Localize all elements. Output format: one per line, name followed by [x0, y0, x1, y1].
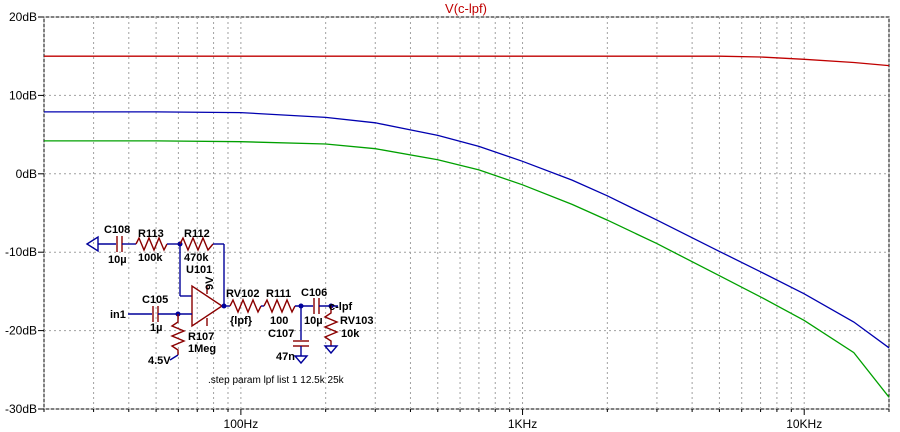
label-bias: 4.5V — [148, 355, 171, 367]
label-r107: R107 — [188, 331, 214, 343]
label-c108-value: 10µ — [108, 254, 127, 266]
label-rv102: RV102 — [226, 288, 259, 300]
y-tick-label: 10dB — [9, 88, 37, 102]
opamp-u101 — [191, 284, 224, 328]
series-line-1 — [44, 55, 890, 67]
plot-frame — [43, 16, 890, 410]
schematic: C108 10µ R113 100k R112 470k U101 9V C10… — [85, 224, 373, 386]
x-tick-label: 10KHz — [786, 417, 822, 431]
resistor-r113 — [135, 236, 168, 252]
y-tick-label: -10dB — [5, 245, 37, 259]
y-tick-label: -20dB — [5, 324, 37, 338]
ground-symbol — [323, 345, 339, 355]
label-supply: 9V — [204, 276, 216, 290]
y-tick-label: 0dB — [16, 167, 37, 181]
label-r111-value: 100 — [270, 315, 288, 327]
y-tick-label: 20dB — [9, 10, 37, 24]
label-u101: U101 — [186, 264, 212, 276]
label-rv103-value: 10k — [341, 328, 360, 340]
label-c107: C107 — [268, 328, 294, 340]
label-c108: C108 — [104, 224, 130, 236]
label-c105-value: 1µ — [150, 322, 162, 334]
x-tick-label: 100Hz — [224, 417, 259, 431]
label-c107-value: 47n — [276, 351, 295, 363]
label-c106-value: 10µ — [304, 315, 323, 327]
axis-ticks: 20dB 10dB 0dB -10dB -20dB -30dB 100Hz 1KHz 10KHz — [5, 10, 890, 431]
resistor-rv102 — [229, 298, 262, 314]
wire — [169, 354, 179, 361]
resistor-rv103 — [323, 306, 339, 346]
label-rv102-value: {lpf} — [230, 315, 253, 327]
ground-symbol — [293, 355, 309, 365]
resistor-r107 — [170, 314, 186, 355]
series-line-3 — [44, 140, 890, 398]
label-r113-value: 100k — [138, 252, 163, 264]
label-output: c-lpf — [329, 301, 353, 313]
x-tick-label: 1KHz — [508, 417, 537, 431]
series-line-2 — [44, 111, 890, 349]
grid — [43, 16, 890, 410]
resistor-r111 — [263, 298, 296, 314]
label-r112-value: 470k — [184, 252, 209, 264]
label-input: in1 — [110, 309, 126, 321]
series-layer — [44, 55, 890, 398]
label-c105: C105 — [142, 294, 168, 306]
y-tick-label: -30dB — [5, 402, 37, 416]
label-r107-value: 1Meg — [188, 343, 216, 355]
label-r112: R112 — [184, 228, 210, 240]
resistor-r112 — [179, 236, 214, 252]
label-c106: C106 — [301, 287, 327, 299]
label-r111: R111 — [266, 288, 291, 300]
label-r113: R113 — [138, 228, 164, 240]
chart-title: V(c-lpf) — [445, 1, 487, 16]
label-rv103: RV103 — [340, 315, 373, 327]
spice-directive: .step param lpf list 1 12.5k 25k — [208, 375, 345, 386]
